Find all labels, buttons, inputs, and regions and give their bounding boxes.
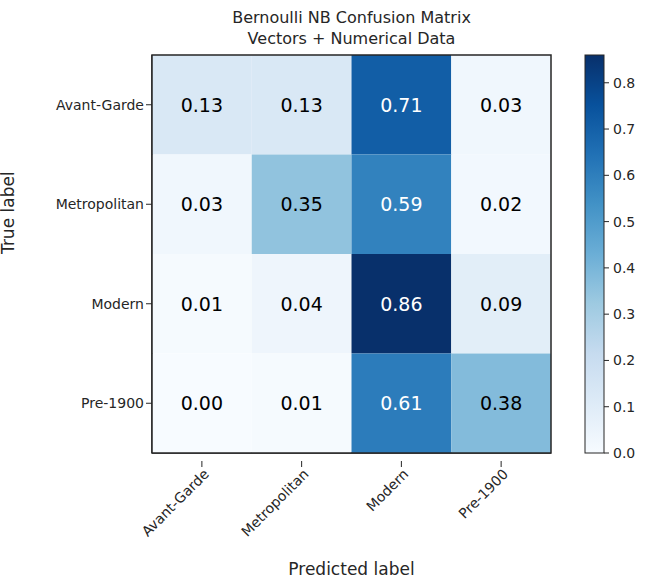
svg-text:Metropolitan: Metropolitan: [56, 196, 144, 212]
svg-text:0.86: 0.86: [380, 293, 422, 315]
svg-text:0.2: 0.2: [613, 352, 635, 368]
svg-text:Modern: Modern: [91, 296, 144, 312]
svg-text:0.13: 0.13: [280, 94, 322, 116]
svg-text:Avant-Garde: Avant-Garde: [138, 466, 212, 540]
svg-text:0.59: 0.59: [380, 193, 422, 215]
svg-text:0.03: 0.03: [480, 94, 522, 116]
svg-text:0.00: 0.00: [181, 392, 223, 414]
svg-text:Vectors + Numerical Data: Vectors + Numerical Data: [248, 29, 456, 48]
svg-text:0.13: 0.13: [181, 94, 223, 116]
svg-text:0.04: 0.04: [280, 293, 322, 315]
svg-text:0.4: 0.4: [613, 260, 635, 276]
svg-text:Bernoulli NB Confusion Matrix: Bernoulli NB Confusion Matrix: [232, 8, 471, 27]
svg-text:Avant-Garde: Avant-Garde: [56, 97, 144, 113]
svg-text:0.7: 0.7: [613, 121, 635, 137]
svg-text:Predicted label: Predicted label: [288, 559, 414, 579]
svg-text:0.6: 0.6: [613, 167, 635, 183]
svg-text:0.1: 0.1: [613, 399, 635, 415]
svg-text:0.01: 0.01: [181, 293, 223, 315]
svg-text:0.3: 0.3: [613, 306, 635, 322]
svg-text:0.02: 0.02: [480, 193, 522, 215]
svg-text:0.09: 0.09: [480, 293, 522, 315]
svg-text:0.8: 0.8: [613, 75, 635, 91]
svg-text:True label: True label: [8, 171, 18, 255]
svg-text:0.03: 0.03: [181, 193, 223, 215]
svg-text:Pre-1900: Pre-1900: [81, 395, 144, 411]
svg-text:Metropolitan: Metropolitan: [238, 466, 312, 540]
svg-text:Pre-1900: Pre-1900: [455, 466, 511, 522]
svg-text:0.01: 0.01: [280, 392, 322, 414]
svg-text:0.5: 0.5: [613, 214, 635, 230]
svg-text:0.35: 0.35: [280, 193, 322, 215]
svg-text:Modern: Modern: [363, 466, 411, 514]
svg-text:0.71: 0.71: [380, 94, 422, 116]
svg-text:0.61: 0.61: [380, 392, 422, 414]
svg-text:0.38: 0.38: [480, 392, 522, 414]
svg-text:0.0: 0.0: [613, 445, 635, 461]
